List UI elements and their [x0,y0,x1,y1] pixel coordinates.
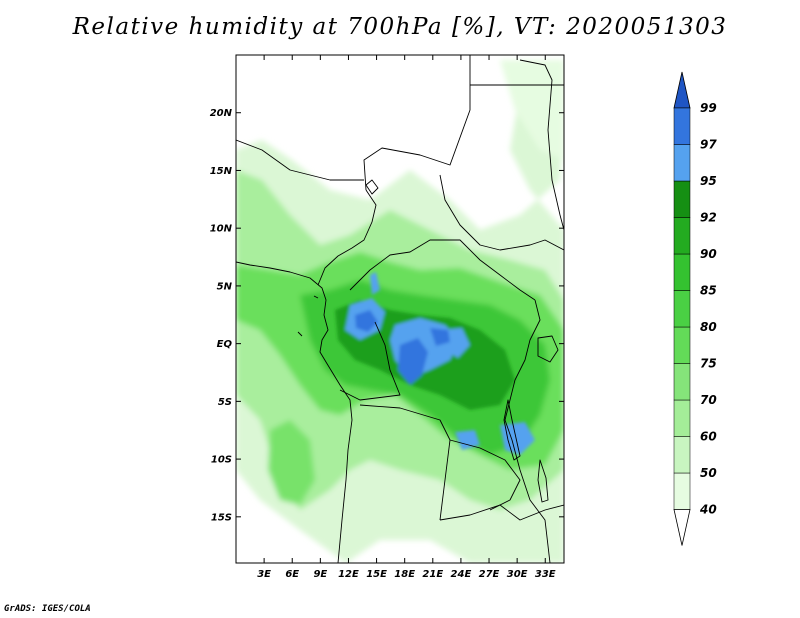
lon-tick-label: 33E [535,569,556,580]
lat-tick-label: 5N [217,281,233,292]
lat-tick-label: EQ [217,339,233,350]
lon-tick-label: 12E [338,569,359,580]
colorbar-segment [673,436,691,474]
map-frame [235,54,565,564]
humidity-zone-95-east [370,272,535,455]
eastern-border [519,59,564,231]
lon-tick-label: 15E [366,569,387,580]
map-title: Relative humidity at 700hPa [%], VT: 202… [72,14,728,40]
border-car [349,239,536,301]
border-congo-drc [339,321,401,401]
lake-chad [365,179,379,195]
colorbar-level-label: 75 [700,357,717,371]
humidity-zone-97 [355,310,450,385]
colorbar-top-triangle [673,71,691,109]
humidity-peaks [335,272,535,455]
lon-tick-label: 6E [285,569,299,580]
lake-victoria [537,335,559,363]
border-drc-zambia [449,439,521,511]
border-drc-angola [359,404,451,521]
lon-tick-label: 18E [394,569,415,580]
colorbar-level-label: 99 [700,101,717,115]
border-zambia-south [439,504,564,521]
lat-tick-label: 5S [218,397,232,408]
colorbar-level-label: 50 [700,466,717,480]
colorbar-segment [673,107,691,145]
lon-tick-label: 3E [257,569,271,580]
colorbar-segment [673,472,691,510]
border-niger-mali [236,139,364,181]
map-plot-area [236,55,564,563]
colorbar-level-label: 80 [700,320,717,334]
colorbar-segment [673,363,691,401]
longitude-axis: 3E 6E 9E 12E 15E 18E 21E 24E 27E 30E 33E [257,55,556,580]
colorbar-segment [673,180,691,218]
lat-tick-label: 10S [211,455,232,466]
west-africa-coastline [236,261,353,563]
colorbar-level-label: 40 [699,503,717,517]
colorbar-level-label: 60 [700,430,717,444]
lat-tick-label: 20N [210,108,233,119]
humidity-zone-95 [345,298,470,378]
humidity-zone-south [268,420,315,505]
lat-tick-label: 10N [210,224,233,235]
colorbar-level-label: 70 [700,393,717,407]
lake-malawi [537,459,549,503]
lon-tick-label: 30E [507,569,528,580]
software-credit: GrADS: IGES/COLA [4,604,91,614]
colorbar-level-label: 85 [700,284,717,298]
lon-tick-label: 21E [422,569,443,580]
gulf-islands [297,295,319,337]
border-chad [363,55,471,191]
colorbar-segment [673,253,691,291]
colorbar: 40 50 60 70 75 80 85 90 92 95 97 99 [673,71,717,546]
colorbar-segment [673,290,691,328]
border-nigeria-cameroon [317,189,377,286]
colorbar-level-label: 90 [700,247,717,261]
colorbar-segment [673,399,691,437]
colorbar-segment [673,326,691,364]
lon-tick-label: 24E [451,569,472,580]
colorbar-level-label: 92 [700,211,717,225]
colorbar-level-label: 95 [700,174,717,188]
lake-tanganyika [503,399,521,461]
lat-tick-label: 15N [210,166,233,177]
colorbar-bottom-triangle [673,509,691,546]
lon-tick-label: 9E [313,569,327,580]
lat-tick-label: 15S [211,512,232,523]
coastlines-and-borders [236,55,564,563]
border-sudan [439,174,564,251]
colorbar-segment [673,217,691,255]
border-east-africa [504,299,551,563]
colorbar-level-label: 97 [700,138,717,152]
latitude-axis: 20N 15N 10N 5N EQ 5S 10S 15S [210,108,564,523]
colorbar-segment [673,144,691,182]
lon-tick-label: 27E [479,569,500,580]
